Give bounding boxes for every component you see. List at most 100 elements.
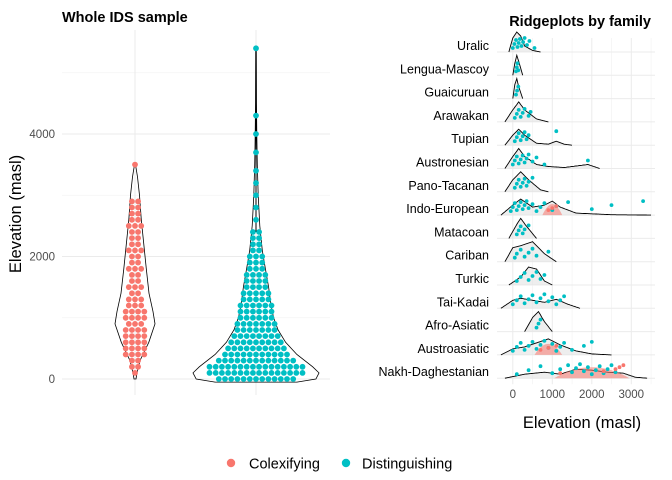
point-distinguishing <box>219 370 225 376</box>
point-distinguishing <box>250 229 256 235</box>
point-distinguishing <box>253 112 259 119</box>
ridge-line <box>524 310 553 332</box>
point-distinguishing <box>542 162 547 167</box>
point-colexifying <box>135 272 142 278</box>
point-distinguishing <box>262 370 269 376</box>
point-distinguishing <box>605 367 610 372</box>
ridgeline-panel: Ridgeplots by family Uralic Lengua-Mascoy… <box>379 14 655 432</box>
family-label: Austroasiatic <box>417 342 489 356</box>
point-distinguishing <box>253 149 259 156</box>
point-distinguishing <box>512 116 517 120</box>
point-distinguishing <box>520 207 525 212</box>
point-distinguishing <box>293 370 300 376</box>
point-distinguishing <box>243 278 250 284</box>
point-colexifying <box>546 208 551 213</box>
legend-key-distinguishing <box>341 458 351 468</box>
point-distinguishing <box>542 339 547 343</box>
point-distinguishing <box>586 158 590 163</box>
point-distinguishing <box>516 161 521 166</box>
point-distinguishing <box>259 253 266 260</box>
y-tick-label: 4000 <box>29 129 55 141</box>
point-distinguishing <box>514 135 519 140</box>
point-distinguishing <box>268 363 275 370</box>
point-distinguishing <box>520 153 525 158</box>
point-distinguishing <box>243 302 250 309</box>
point-distinguishing <box>253 265 259 272</box>
point-distinguishing <box>262 284 269 290</box>
point-colexifying <box>135 229 142 235</box>
point-colexifying <box>141 327 148 333</box>
point-colexifying <box>558 371 563 376</box>
point-distinguishing <box>530 274 535 278</box>
point-distinguishing <box>534 270 539 274</box>
point-distinguishing <box>256 363 262 370</box>
point-distinguishing <box>526 297 531 302</box>
point-distinguishing <box>566 200 570 205</box>
point-distinguishing <box>526 278 531 282</box>
point-distinguishing <box>550 295 555 300</box>
point-distinguishing <box>287 363 293 370</box>
legend-label-colexifying: Colexifying <box>249 457 320 473</box>
point-distinguishing <box>246 357 253 364</box>
point-distinguishing <box>265 290 272 297</box>
point-distinguishing <box>532 46 537 50</box>
point-distinguishing <box>240 290 247 297</box>
point-distinguishing <box>262 333 269 339</box>
point-distinguishing <box>262 278 269 284</box>
point-colexifying <box>129 363 135 370</box>
point-distinguishing <box>522 130 527 135</box>
family-label: Turkic <box>455 272 489 286</box>
family-label: Austronesian <box>416 156 489 170</box>
ridge-fill <box>504 148 600 169</box>
point-distinguishing <box>234 376 241 382</box>
family-label: Pano-Tacanan <box>408 179 489 193</box>
point-distinguishing <box>256 370 262 376</box>
point-distinguishing <box>271 327 278 333</box>
point-colexifying <box>138 321 145 327</box>
point-distinguishing <box>259 290 266 297</box>
point-distinguishing <box>243 272 250 278</box>
point-distinguishing <box>240 357 247 364</box>
point-distinguishing <box>237 302 244 309</box>
point-distinguishing <box>589 372 594 377</box>
point-distinguishing <box>256 247 262 254</box>
point-distinguishing <box>253 339 259 346</box>
point-colexifying <box>141 308 148 315</box>
point-distinguishing <box>256 284 262 290</box>
point-distinguishing <box>518 275 523 279</box>
point-distinguishing <box>518 37 522 41</box>
point-distinguishing <box>234 321 241 327</box>
point-colexifying <box>138 284 145 290</box>
point-distinguishing <box>265 351 272 358</box>
point-distinguishing <box>538 205 543 210</box>
point-distinguishing <box>250 345 256 352</box>
point-colexifying <box>132 302 138 309</box>
ridgeline-x-ticks: 0 1000 2000 3000 <box>510 389 645 401</box>
point-distinguishing <box>277 376 284 382</box>
point-distinguishing <box>268 302 275 309</box>
point-distinguishing <box>526 114 531 118</box>
point-colexifying <box>125 321 132 327</box>
point-distinguishing <box>518 294 523 299</box>
point-distinguishing <box>530 246 535 251</box>
point-distinguishing <box>558 345 563 349</box>
point-distinguishing <box>562 341 566 345</box>
point-colexifying <box>135 327 142 333</box>
point-distinguishing <box>518 138 523 143</box>
point-colexifying <box>125 284 132 290</box>
point-distinguishing <box>215 376 222 382</box>
point-distinguishing <box>243 284 250 290</box>
point-distinguishing <box>510 205 515 210</box>
point-distinguishing <box>520 134 525 139</box>
point-distinguishing <box>219 363 225 370</box>
point-distinguishing <box>512 42 517 46</box>
point-colexifying <box>129 308 135 315</box>
point-distinguishing <box>554 129 559 134</box>
point-distinguishing <box>253 296 259 303</box>
point-distinguishing <box>522 160 527 165</box>
point-distinguishing <box>570 348 574 352</box>
point-distinguishing <box>514 298 519 303</box>
point-distinguishing <box>522 348 527 352</box>
point-colexifying <box>129 198 135 205</box>
point-colexifying <box>129 216 135 223</box>
